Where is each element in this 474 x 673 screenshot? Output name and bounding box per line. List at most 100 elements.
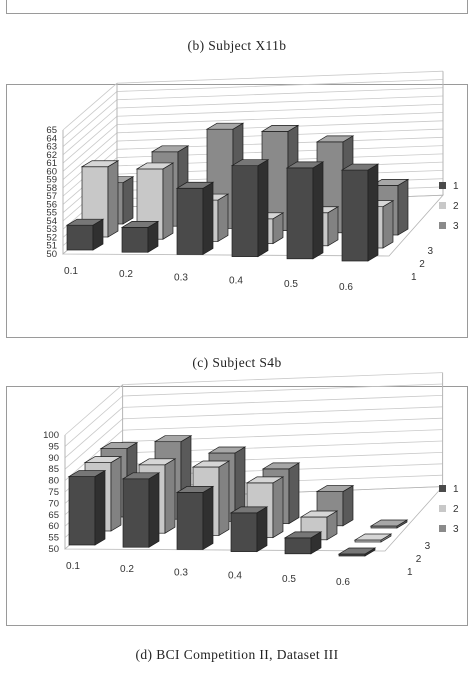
y-tick-label: 56 xyxy=(46,199,57,210)
bar-top-face xyxy=(135,162,175,170)
x-tick-label: 0.3 xyxy=(174,272,188,283)
gridline xyxy=(64,407,123,459)
legend-swatch xyxy=(439,485,446,492)
y-tick-label: 51 xyxy=(46,241,57,252)
gridline xyxy=(62,132,118,180)
bar-top-face xyxy=(205,122,245,130)
bar-top-face xyxy=(175,181,215,189)
gridline xyxy=(62,124,118,172)
y-tick-label: 60 xyxy=(48,521,59,532)
x-tick-label: 0.1 xyxy=(66,561,80,572)
bar-side-face xyxy=(122,176,134,225)
bar-s1-c1 xyxy=(65,218,105,251)
chart-panel-b xyxy=(6,0,468,14)
bar-top-face xyxy=(150,145,190,153)
y-tick-label: 50 xyxy=(46,249,57,260)
bar-top-face xyxy=(80,160,120,168)
bar-side-face xyxy=(164,458,176,534)
bar-front-face xyxy=(121,227,149,253)
gridline xyxy=(64,429,123,481)
bar-side-face xyxy=(367,163,379,262)
gridline xyxy=(116,112,444,125)
y-tick-label: 59 xyxy=(46,175,57,186)
y-tick-label: 57 xyxy=(46,191,57,202)
y-tick-label: 55 xyxy=(46,208,57,219)
bar-side-face xyxy=(257,159,269,258)
bar-side-face xyxy=(148,472,160,548)
y-tick-label: 62 xyxy=(46,150,57,161)
y-tick-label: 90 xyxy=(48,453,59,464)
y-tick-label: 55 xyxy=(48,533,59,544)
bar-top-face xyxy=(175,486,215,493)
bar-top-face xyxy=(340,163,380,171)
bar-top-face xyxy=(99,442,139,449)
legend-label: 2 xyxy=(453,201,459,212)
bar-top-face xyxy=(121,472,161,480)
x-tick-label: 0.2 xyxy=(120,564,134,575)
bar-side-face xyxy=(94,469,106,546)
x-tick-label: 0.3 xyxy=(174,567,188,578)
bar-side-face xyxy=(397,178,409,236)
legend-label: 3 xyxy=(453,221,459,232)
bar-top-face xyxy=(315,135,355,143)
bar-side-face xyxy=(202,485,214,551)
y-tick-label: 63 xyxy=(46,142,57,153)
bar-side-face xyxy=(110,455,122,532)
depth-tick-label: 3 xyxy=(425,541,431,552)
bar-s2-c1 xyxy=(80,160,120,238)
bar-top-face xyxy=(315,485,355,492)
bar-top-face xyxy=(229,506,269,514)
bar-front-face xyxy=(66,224,94,251)
y-tick-label: 100 xyxy=(43,430,59,441)
bar-s1-c2 xyxy=(121,472,161,548)
y-tick-label: 52 xyxy=(46,232,57,243)
x-tick-label: 0.4 xyxy=(229,276,243,287)
caption-c: (c) Subject S4b xyxy=(192,355,282,370)
bar-side-face xyxy=(288,462,300,525)
bar-s1-c3 xyxy=(175,181,215,256)
y-tick-label: 61 xyxy=(46,158,57,169)
x-tick-label: 0.2 xyxy=(119,269,133,280)
y-tick-label: 58 xyxy=(46,183,57,194)
depth-tick-label: 2 xyxy=(416,554,422,565)
bar-top-face xyxy=(65,218,105,226)
legend-swatch xyxy=(439,505,446,512)
y-tick-label: 75 xyxy=(48,487,59,498)
bar-side-face xyxy=(162,162,174,240)
bar-s1-c2 xyxy=(120,220,160,253)
bar-top-face xyxy=(369,519,409,527)
bar-s3-c6 xyxy=(369,519,409,529)
legend-swatch xyxy=(439,182,446,189)
depth-tick-label: 3 xyxy=(428,246,434,257)
bar-s1-c6 xyxy=(340,163,380,262)
bar-front-face xyxy=(122,478,150,548)
chart-panel-d: 50 55 60 65 70 75 80 85 90 95 100 0.1 0.2 0.3 0.4 0.5 0.… xyxy=(6,372,468,626)
bar-s1-c5 xyxy=(285,161,325,260)
bar-s1-c4 xyxy=(230,159,270,258)
bar-top-face xyxy=(120,221,160,228)
bar-top-face xyxy=(353,533,393,541)
caption-b: (b) Subject X11b xyxy=(187,38,287,53)
bar-front-face xyxy=(230,512,258,552)
x-tick-label: 0.1 xyxy=(64,266,78,277)
legend-swatch xyxy=(439,222,446,229)
bar-front-face xyxy=(231,165,259,257)
y-tick-label: 64 xyxy=(46,133,57,144)
gridline xyxy=(116,95,444,109)
bar-side-face xyxy=(202,181,214,256)
y-tick-label: 65 xyxy=(46,125,57,136)
x-tick-label: 0.4 xyxy=(228,571,242,582)
gridline xyxy=(64,395,123,447)
bar-top-face xyxy=(261,462,301,470)
bar-top-face xyxy=(207,446,247,454)
bar-top-face xyxy=(83,456,123,463)
bar-front-face xyxy=(176,492,204,550)
bar-top-face xyxy=(260,125,300,132)
gridline xyxy=(122,383,443,397)
bar-top-face xyxy=(245,476,285,484)
gridline xyxy=(122,417,443,431)
bar-s1-c5 xyxy=(283,531,323,555)
x-tick-label: 0.5 xyxy=(284,279,298,290)
